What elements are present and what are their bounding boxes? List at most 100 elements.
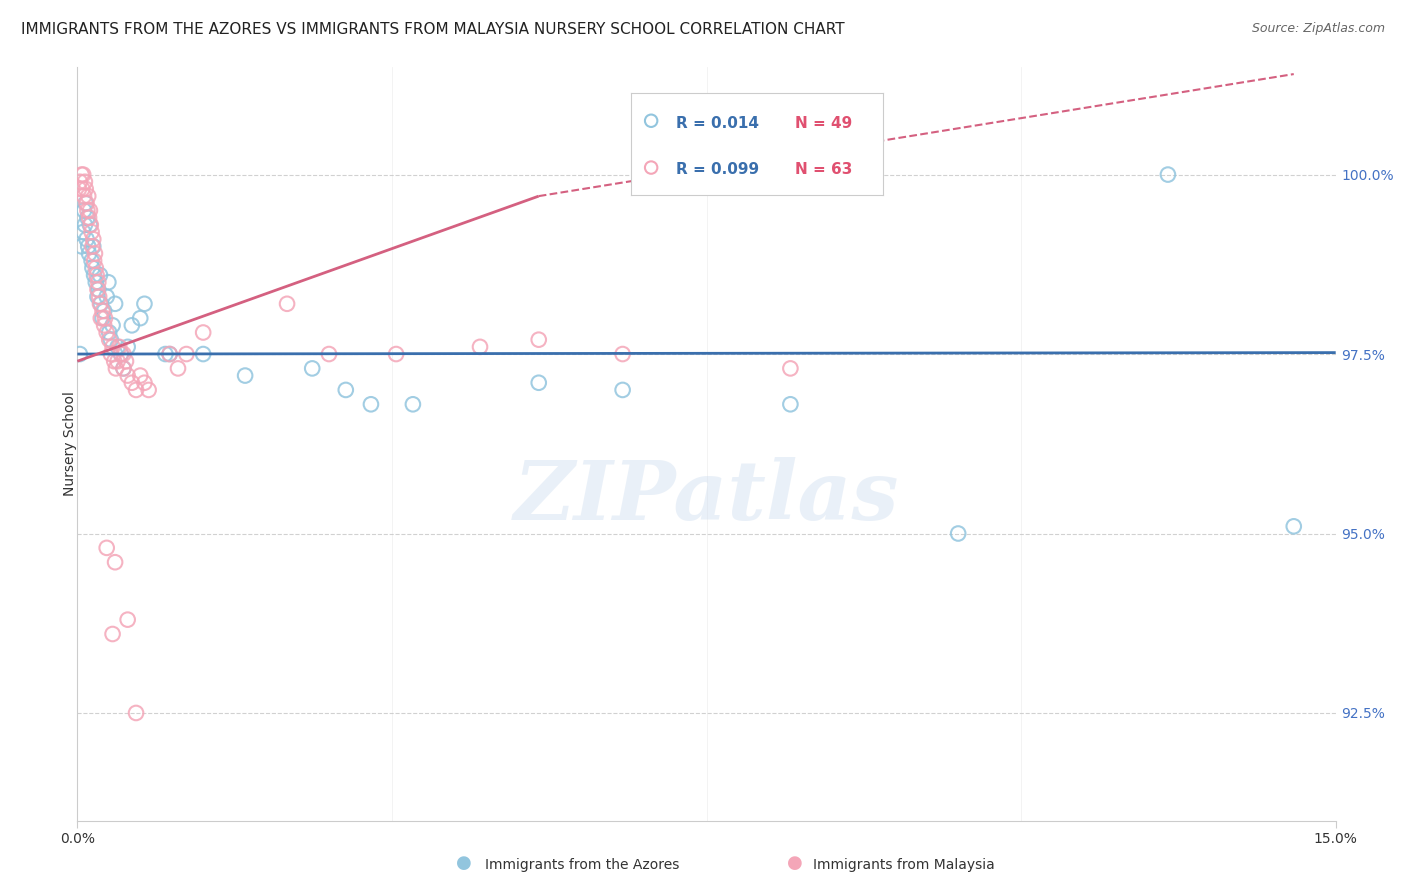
Point [134,297,156,311]
Point [112,361,135,376]
Point [73,218,96,232]
Point [468,340,491,354]
Point [233,368,256,383]
Point [87,282,110,296]
Point [89,268,111,282]
Text: N = 63: N = 63 [794,162,852,178]
Point [191,326,215,340]
Point [159,347,181,361]
Point [100,347,122,361]
Point [159,347,181,361]
Point [84,246,107,260]
Point [104,361,127,376]
Point [108,340,131,354]
Point [76,211,98,225]
Point [86,282,108,296]
Point [103,354,125,368]
Point [73,175,96,189]
Point [77,211,100,225]
Point [86,268,108,282]
Point [779,397,801,411]
Point [125,383,148,397]
Point [82,239,104,253]
Point [72,168,94,182]
Point [125,706,148,720]
Text: R = 0.014: R = 0.014 [676,116,759,131]
Point [110,347,132,361]
Point [75,182,97,196]
Point [110,347,132,361]
Point [107,354,129,368]
Point [100,333,122,347]
Point [83,268,105,282]
Point [73,189,96,203]
Point [86,290,108,304]
Point [360,397,382,411]
Point [76,232,98,246]
Point [112,361,135,376]
Point [93,304,115,318]
Point [91,304,114,318]
Point [97,275,120,289]
Point [79,218,101,232]
Point [191,347,215,361]
Point [1157,168,1180,182]
Point [91,311,114,326]
Point [82,232,104,246]
Point [948,526,970,541]
Point [276,297,298,311]
Point [96,326,118,340]
Point [80,218,103,232]
Point [80,225,103,239]
Text: ●: ● [456,855,472,872]
Point [176,347,198,361]
Point [527,376,550,390]
Point [104,555,127,569]
Point [77,239,100,253]
Point [93,318,115,333]
Point [129,311,152,326]
Point [121,376,143,390]
Point [69,347,91,361]
Point [67,182,90,196]
Point [117,368,139,383]
Point [96,290,118,304]
Point [104,297,127,311]
Point [117,613,139,627]
Point [83,253,105,268]
Point [112,347,135,361]
Point [82,239,104,253]
Point [89,290,111,304]
Point [134,376,156,390]
Point [72,225,94,239]
Point [107,340,129,354]
Point [89,297,111,311]
Point [115,354,138,368]
Text: IMMIGRANTS FROM THE AZORES VS IMMIGRANTS FROM MALAYSIA NURSERY SCHOOL CORRELATIO: IMMIGRANTS FROM THE AZORES VS IMMIGRANTS… [21,22,845,37]
Point [385,347,408,361]
Text: Immigrants from the Azores: Immigrants from the Azores [485,858,679,872]
Point [101,318,124,333]
Point [779,361,801,376]
Point [84,260,107,275]
Text: Immigrants from Malaysia: Immigrants from Malaysia [813,858,994,872]
Text: N = 49: N = 49 [794,116,852,131]
Point [82,260,104,275]
Text: ●: ● [786,855,803,872]
Point [70,168,93,182]
Point [1282,519,1305,533]
Point [76,196,98,211]
Point [527,333,550,347]
Point [155,347,177,361]
Point [101,340,124,354]
Point [73,203,96,218]
Point [80,253,103,268]
Point [96,541,118,555]
Point [318,347,340,361]
Text: Source: ZipAtlas.com: Source: ZipAtlas.com [1251,22,1385,36]
Point [138,383,160,397]
Point [76,203,98,218]
Point [612,347,634,361]
Point [90,311,112,326]
Point [72,182,94,196]
